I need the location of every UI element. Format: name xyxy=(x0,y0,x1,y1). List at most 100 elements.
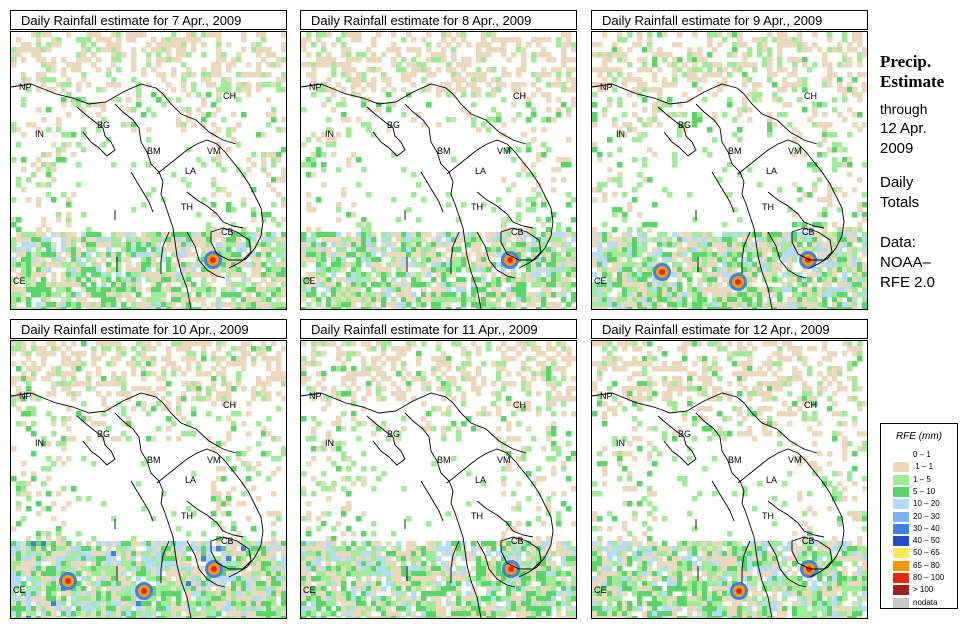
rain-cell xyxy=(767,262,773,268)
rain-cell xyxy=(71,257,77,263)
rain-cell xyxy=(436,292,442,298)
rain-cell xyxy=(401,262,407,268)
rain-cell xyxy=(381,292,387,298)
rain-cell xyxy=(737,252,743,258)
rain-cell xyxy=(311,207,317,213)
rain-cell xyxy=(156,272,162,278)
rain-cell xyxy=(607,267,613,273)
rain-cell xyxy=(732,302,738,308)
rain-cell xyxy=(116,351,122,357)
rain-cell xyxy=(627,72,633,78)
rain-cell xyxy=(431,252,437,258)
rain-cell xyxy=(767,307,773,309)
rain-cell xyxy=(722,307,728,309)
rain-cell xyxy=(36,591,42,597)
rain-cell xyxy=(672,242,678,248)
rain-cell xyxy=(306,277,312,283)
rain-cell xyxy=(191,267,197,273)
rain-cell xyxy=(421,292,427,298)
rain-cell xyxy=(306,272,312,278)
rain-cell xyxy=(401,67,407,73)
rain-cell xyxy=(11,446,17,452)
rain-cell xyxy=(456,242,462,248)
rain-cell xyxy=(441,267,447,273)
rain-cell xyxy=(857,237,863,243)
rain-cell xyxy=(697,52,703,58)
rain-cell xyxy=(146,346,152,352)
rain-cell xyxy=(221,396,227,402)
rain-cell xyxy=(722,232,728,238)
rain-cell xyxy=(526,147,532,153)
rain-cell xyxy=(436,57,442,63)
rain-cell xyxy=(66,82,72,88)
rain-cell xyxy=(151,247,157,253)
rain-cell xyxy=(196,396,202,402)
rain-cell xyxy=(136,341,142,347)
rain-cell xyxy=(261,546,267,552)
rain-cell xyxy=(96,551,102,557)
rain-cell xyxy=(361,282,367,288)
border-line xyxy=(114,103,164,183)
rain-cell xyxy=(541,202,547,208)
rain-cell xyxy=(221,576,227,582)
rain-cell xyxy=(526,97,532,103)
rain-cell xyxy=(672,82,678,88)
rain-cell xyxy=(667,297,673,303)
rain-cell xyxy=(151,287,157,293)
rain-cell xyxy=(857,57,863,63)
rain-cell xyxy=(276,516,282,522)
rain-cell xyxy=(76,82,82,88)
rain-cell xyxy=(21,252,27,258)
rain-cell xyxy=(471,282,477,288)
rain-cell xyxy=(156,302,162,308)
rain-cell xyxy=(366,127,372,133)
rain-cell xyxy=(627,257,633,263)
rain-cell xyxy=(151,237,157,243)
rain-cell xyxy=(86,32,92,38)
rain-cell xyxy=(221,341,227,347)
rain-cell xyxy=(271,82,277,88)
rain-cell xyxy=(592,112,598,118)
rain-cell xyxy=(386,92,392,98)
rain-cell xyxy=(797,47,803,53)
rain-cell xyxy=(556,282,562,288)
country-label-la: LA xyxy=(475,166,486,176)
rain-cell xyxy=(436,92,442,98)
rain-cell xyxy=(281,277,286,283)
border-line xyxy=(76,106,116,157)
rain-cell xyxy=(106,426,112,432)
rain-cell xyxy=(216,491,222,497)
rain-cell xyxy=(186,112,192,118)
rain-cell xyxy=(491,107,497,113)
rain-cell xyxy=(326,282,332,288)
rain-cell xyxy=(531,242,537,248)
rain-cell xyxy=(607,167,613,173)
rain-cell xyxy=(121,411,127,417)
country-label-th: TH xyxy=(762,202,774,212)
rain-cell xyxy=(196,366,202,372)
rain-cell xyxy=(36,561,42,567)
rain-cell xyxy=(476,127,482,133)
rain-cell xyxy=(862,72,867,78)
rain-cell xyxy=(46,307,52,309)
rain-cell xyxy=(386,107,392,113)
rain-cell xyxy=(421,282,427,288)
rain-cell xyxy=(96,586,102,592)
rain-cell xyxy=(857,62,863,68)
rain-cell xyxy=(96,292,102,298)
rain-cell xyxy=(221,371,227,377)
rain-cell xyxy=(837,247,843,253)
rain-cell xyxy=(361,217,367,223)
rain-cell xyxy=(106,566,112,572)
rain-cell xyxy=(712,282,718,288)
rain-cell xyxy=(241,112,247,118)
rain-cell xyxy=(787,247,793,253)
rain-cell xyxy=(571,57,576,63)
rain-cell xyxy=(266,297,272,303)
rain-cell xyxy=(146,391,152,397)
rain-cell xyxy=(216,32,222,38)
rain-cell xyxy=(146,371,152,377)
rain-cell xyxy=(321,247,327,253)
rain-cell xyxy=(371,232,377,238)
rain-cell xyxy=(401,232,407,238)
